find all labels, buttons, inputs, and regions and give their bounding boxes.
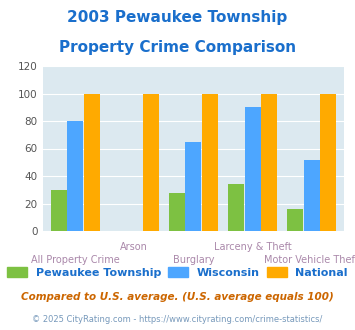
Text: Arson: Arson [120, 242, 148, 252]
Bar [261, 93, 277, 231]
Bar [202, 93, 218, 231]
Bar [228, 184, 244, 231]
Bar [84, 93, 100, 231]
Bar [320, 93, 337, 231]
Legend: Pewaukee Township, Wisconsin, National: Pewaukee Township, Wisconsin, National [2, 263, 353, 282]
Text: Motor Vehicle Theft: Motor Vehicle Theft [264, 255, 355, 265]
Bar [304, 159, 320, 231]
Bar [186, 142, 202, 231]
Text: All Property Crime: All Property Crime [31, 255, 120, 265]
Bar [51, 190, 67, 231]
Text: 2003 Pewaukee Township: 2003 Pewaukee Township [67, 10, 288, 25]
Bar [245, 107, 261, 231]
Text: © 2025 CityRating.com - https://www.cityrating.com/crime-statistics/: © 2025 CityRating.com - https://www.city… [32, 315, 323, 324]
Bar [143, 93, 159, 231]
Bar [169, 192, 185, 231]
Bar [287, 209, 303, 231]
Text: Larceny & Theft: Larceny & Theft [214, 242, 291, 252]
Text: Compared to U.S. average. (U.S. average equals 100): Compared to U.S. average. (U.S. average … [21, 292, 334, 302]
Text: Burglary: Burglary [173, 255, 214, 265]
Bar [67, 121, 83, 231]
Text: Property Crime Comparison: Property Crime Comparison [59, 40, 296, 54]
